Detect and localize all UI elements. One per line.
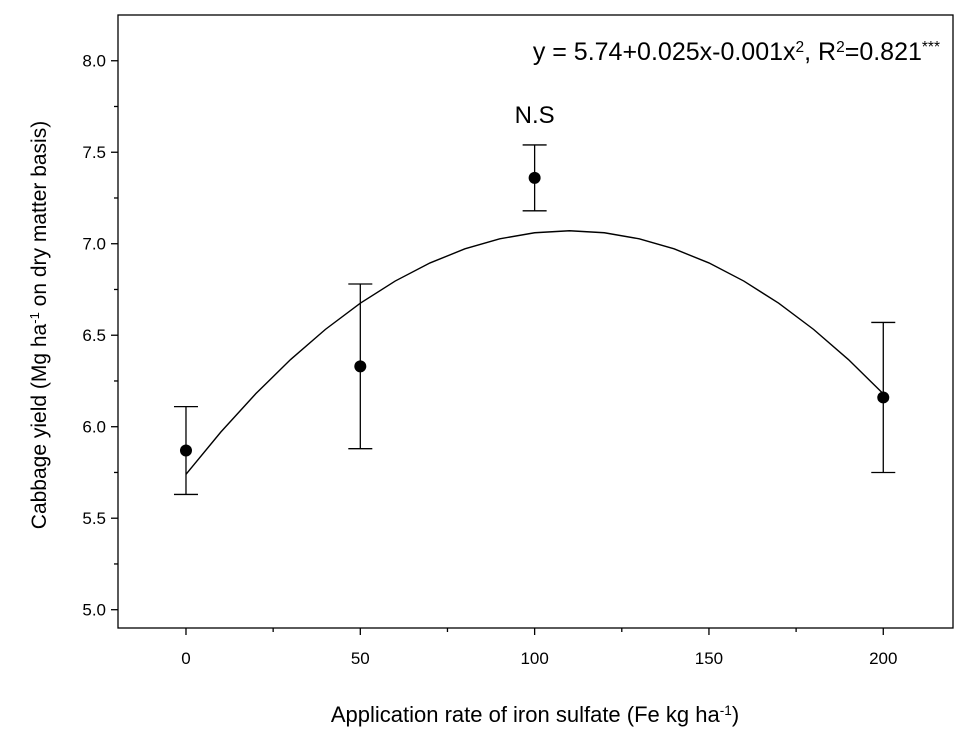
x-tick-label: 150: [695, 649, 723, 668]
text-part: Application rate of iron sulfate (Fe kg …: [331, 702, 721, 727]
x-axis-label: Application rate of iron sulfate (Fe kg …: [331, 702, 739, 727]
y-tick-label: 5.0: [82, 601, 106, 620]
y-tick-label: 8.0: [82, 52, 106, 71]
y-tick-label: 6.0: [82, 418, 106, 437]
x-tick-label: 0: [181, 649, 190, 668]
point: [877, 391, 890, 404]
point: [528, 171, 541, 184]
y-tick-label: 5.5: [82, 509, 106, 528]
y-axis-label: Cabbage yield (Mg ha-1 on dry matter bas…: [27, 121, 52, 529]
text-part: y = 5.74+0.025x-0.001x: [533, 38, 796, 66]
text-part: on dry matter basis): [28, 121, 51, 312]
text-part: ): [732, 702, 739, 727]
y-tick-label: 7.5: [82, 143, 106, 162]
text-part: 2: [836, 39, 845, 56]
y-tick-label: 6.5: [82, 326, 106, 345]
plot-frame: [117, 14, 954, 629]
text-part: ***: [922, 39, 940, 56]
text-part: 2: [796, 39, 805, 56]
point: [354, 360, 367, 373]
text-part: Cabbage yield (Mg ha: [28, 323, 51, 529]
x-tick-label: 100: [520, 649, 548, 668]
text-part: -1: [27, 312, 42, 324]
equation: y = 5.74+0.025x-0.001x2, R2=0.821***: [533, 38, 940, 66]
y-tick-label: 7.0: [82, 235, 106, 254]
text-part: =0.821: [845, 38, 922, 66]
fit-curve: [185, 230, 884, 475]
annotation: N.S: [515, 102, 555, 129]
text-part: -1: [720, 703, 732, 718]
x-tick-label: 200: [869, 649, 897, 668]
x-tick-label: 50: [351, 649, 370, 668]
text-part: , R: [804, 38, 836, 66]
point: [179, 444, 192, 457]
